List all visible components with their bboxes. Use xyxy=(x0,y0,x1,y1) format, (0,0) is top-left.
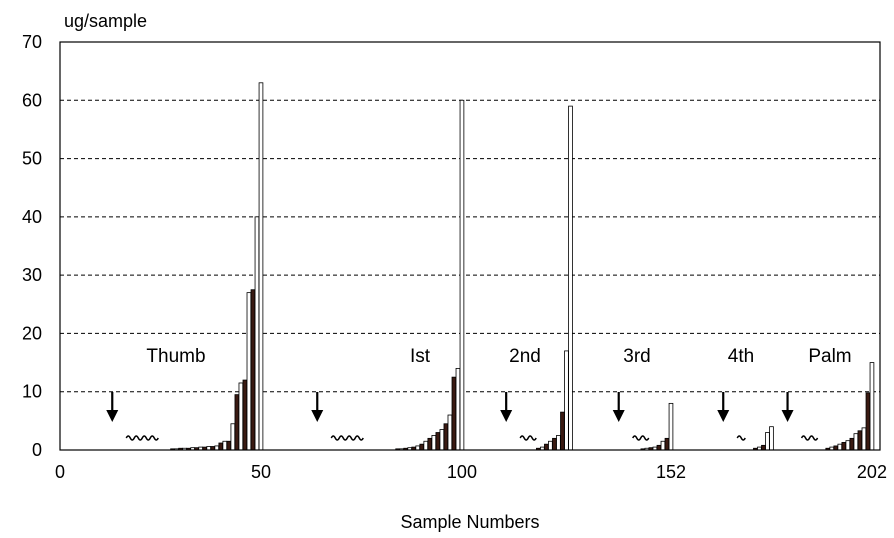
bar xyxy=(845,440,851,451)
arrow-head xyxy=(781,410,794,422)
bar xyxy=(234,394,240,451)
bar xyxy=(415,445,421,451)
bar xyxy=(664,437,670,451)
group-label: Ist xyxy=(410,346,431,367)
x-axis-title: Sample Numbers xyxy=(400,512,539,532)
y-tick-label: 50 xyxy=(22,149,42,169)
bar xyxy=(459,99,465,451)
arrow-head xyxy=(717,410,730,422)
wave-marker xyxy=(125,435,159,441)
bar xyxy=(258,82,264,451)
bar xyxy=(226,440,232,451)
wave-marker xyxy=(800,435,819,441)
y-tick-label: 70 xyxy=(22,32,42,52)
bar xyxy=(419,443,425,451)
x-tick-label: 50 xyxy=(251,462,271,482)
bar xyxy=(660,440,666,451)
y-tick-label: 40 xyxy=(22,207,42,227)
bars xyxy=(170,82,875,451)
bar xyxy=(439,429,445,451)
grid-lines xyxy=(60,99,880,393)
y-tick-label: 30 xyxy=(22,265,42,285)
x-tick-label: 152 xyxy=(656,462,686,482)
bar xyxy=(761,444,766,451)
group-label: 2nd xyxy=(509,346,541,367)
bar xyxy=(250,289,256,451)
bar xyxy=(865,392,871,451)
y-tick-label: 0 xyxy=(32,440,42,460)
y-tick-label: 20 xyxy=(22,323,42,343)
bar xyxy=(560,411,565,451)
bar xyxy=(833,445,839,451)
bar xyxy=(849,437,855,451)
bar xyxy=(857,430,863,451)
x-tick-label: 100 xyxy=(447,462,477,482)
plot-frame xyxy=(59,41,881,451)
wave-marker xyxy=(632,435,650,441)
axis-ticks: 0 10 20 30 40 50 60 70 0 50 100 152 202 xyxy=(22,32,887,482)
x-tick-label: 0 xyxy=(55,462,65,482)
arrow-head xyxy=(106,410,119,422)
annotations: Thumb Ist 2nd 3rd 4th Palm xyxy=(106,346,852,441)
bar xyxy=(218,442,224,451)
bar xyxy=(869,362,875,451)
arrow-head xyxy=(500,410,513,422)
bar xyxy=(556,435,561,451)
bar xyxy=(443,423,449,451)
group-label: 4th xyxy=(728,346,754,367)
bar xyxy=(230,423,236,451)
bar xyxy=(853,433,859,451)
bar xyxy=(861,427,867,451)
bar xyxy=(435,432,441,451)
bar xyxy=(544,443,549,451)
bar xyxy=(242,379,248,451)
bar xyxy=(568,105,573,451)
bar xyxy=(214,445,220,451)
bar xyxy=(668,402,674,451)
bar xyxy=(427,437,433,451)
y-axis-title: ug/sample xyxy=(64,11,147,31)
bar xyxy=(238,382,244,451)
group-label: 3rd xyxy=(623,346,650,367)
bar xyxy=(451,376,457,451)
bar xyxy=(447,414,453,451)
bar xyxy=(431,435,437,451)
x-tick-label: 202 xyxy=(857,462,887,482)
bar xyxy=(564,350,569,451)
group-label: Thumb xyxy=(146,346,205,367)
arrow-head xyxy=(612,410,625,422)
bar xyxy=(841,442,847,451)
y-tick-label: 60 xyxy=(22,90,42,110)
bar xyxy=(246,292,252,451)
bar xyxy=(423,440,429,451)
bar xyxy=(769,426,774,451)
bar xyxy=(548,440,553,451)
wave-marker xyxy=(519,435,537,441)
bar xyxy=(455,367,461,451)
bar xyxy=(765,432,770,451)
y-tick-label: 10 xyxy=(22,382,42,402)
arrow-head xyxy=(311,410,324,422)
wave-marker xyxy=(330,435,364,441)
bar xyxy=(552,437,557,451)
wave-marker xyxy=(736,435,746,441)
bar xyxy=(222,440,228,451)
group-label: Palm xyxy=(808,346,851,367)
bar xyxy=(656,444,662,451)
bar xyxy=(837,443,843,451)
bar xyxy=(254,216,260,451)
